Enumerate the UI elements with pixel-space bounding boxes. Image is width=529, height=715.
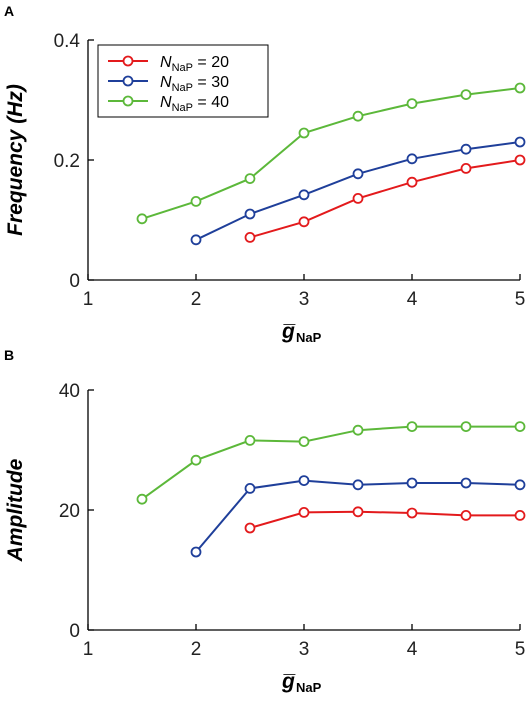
x-tick-label: 3 [299, 289, 310, 310]
data-point [352, 192, 364, 204]
data-point [460, 477, 472, 489]
data-point [514, 136, 526, 148]
data-point [352, 168, 364, 180]
legend-swatch-marker [122, 95, 134, 107]
y-tick-label: 0.2 [54, 151, 80, 172]
data-point [298, 475, 310, 487]
legend-value: = 30 [193, 74, 229, 91]
legend-sub: NaP [172, 62, 193, 74]
series-line [249, 510, 520, 529]
data-point [244, 208, 256, 220]
data-point [406, 421, 418, 433]
data-point [190, 454, 202, 466]
data-point [136, 493, 148, 505]
x-axis-label-sub: NaP [296, 680, 322, 695]
data-point [514, 82, 526, 94]
y-axis-label: Amplitude [4, 458, 27, 562]
series-2 [136, 82, 526, 225]
data-point [514, 421, 526, 433]
panel-letter: B [4, 347, 14, 363]
data-point [514, 154, 526, 166]
y-tick-label: 0 [69, 621, 80, 642]
data-point [352, 479, 364, 491]
y-axis-label: Frequency (Hz) [4, 84, 27, 236]
x-tick-label: 4 [407, 289, 418, 310]
x-axis-label: g̅ [281, 670, 296, 693]
data-point [190, 234, 202, 246]
data-point [244, 522, 256, 534]
series-0 [244, 506, 526, 534]
x-axis-label-sub: NaP [296, 330, 322, 345]
x-tick-label: 1 [83, 289, 94, 310]
legend-var: N [160, 54, 172, 71]
data-point [190, 195, 202, 207]
panel-letter: A [4, 3, 14, 19]
legend-sub: NaP [172, 82, 193, 94]
data-point [352, 424, 364, 436]
data-point [298, 127, 310, 139]
series-1 [190, 136, 526, 246]
legend-entry: NNaP = 30 [160, 74, 229, 94]
data-point [244, 231, 256, 243]
legend-var: N [160, 94, 172, 111]
data-point [352, 110, 364, 122]
legend-value: = 20 [193, 54, 229, 71]
x-tick-label: 5 [515, 289, 526, 310]
series-0 [244, 154, 526, 243]
data-point [460, 510, 472, 521]
panel-b: B 0 20 40 1 2 3 4 5 Amplitude g̅ NaP [4, 347, 526, 695]
data-point [298, 189, 310, 201]
legend-swatch-marker [122, 55, 134, 67]
x-axis-label: g̅ [281, 320, 296, 343]
legend-sub: NaP [172, 102, 193, 114]
legend-value: = 40 [193, 94, 229, 111]
x-tick-label: 3 [299, 639, 310, 660]
data-point [298, 436, 310, 448]
x-tick-label: 2 [191, 639, 202, 660]
data-point [352, 506, 364, 518]
data-point [298, 216, 310, 228]
data-point [460, 143, 472, 155]
y-tick-label: 0.4 [54, 31, 81, 52]
series-line [141, 87, 521, 220]
data-point [406, 176, 418, 188]
series-2 [136, 421, 526, 505]
legend-swatch-marker [122, 75, 134, 87]
data-point [244, 434, 256, 446]
x-tick-label: 2 [191, 289, 202, 310]
data-point [406, 507, 418, 519]
data-point [244, 173, 256, 185]
data-point [406, 98, 418, 109]
data-point [298, 507, 310, 518]
legend-var: N [160, 74, 172, 91]
data-point [406, 153, 418, 165]
x-tick-label: 4 [407, 639, 418, 660]
data-point [190, 546, 202, 558]
legend-entry: NNaP = 40 [160, 94, 229, 114]
series-line [141, 425, 520, 501]
legend-entry: NNaP = 20 [160, 54, 229, 74]
y-tick-label: 40 [59, 381, 80, 402]
data-point [460, 162, 472, 174]
x-tick-label: 5 [515, 639, 526, 660]
data-point [514, 479, 526, 491]
series-1 [190, 475, 526, 558]
data-point [136, 213, 148, 225]
data-point [460, 421, 472, 433]
data-point [406, 477, 418, 489]
data-point [514, 510, 526, 521]
y-tick-label: 20 [59, 501, 80, 522]
y-tick-label: 0 [69, 271, 80, 292]
series-line [195, 141, 521, 241]
x-tick-label: 1 [83, 639, 94, 660]
data-point [244, 482, 256, 494]
data-point [460, 89, 472, 100]
series-line [249, 159, 521, 239]
